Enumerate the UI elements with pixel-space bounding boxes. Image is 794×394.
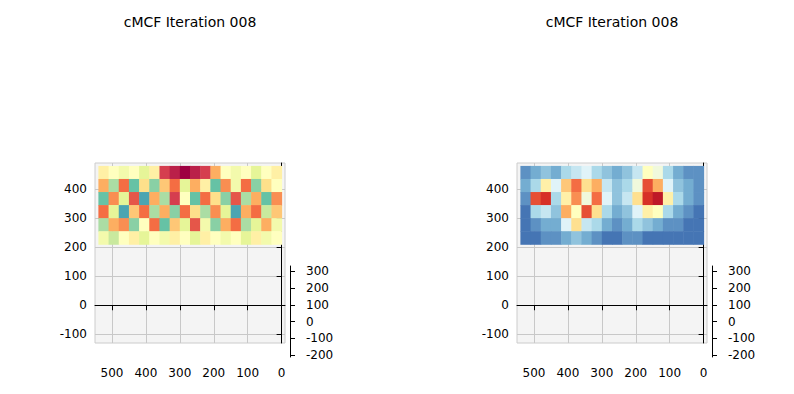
svg-text:100: 100 — [728, 298, 751, 312]
svg-text:-100: -100 — [728, 331, 755, 345]
svg-text:-200: -200 — [728, 348, 755, 362]
svg-text:500: 500 — [523, 366, 546, 380]
svg-text:500: 500 — [101, 366, 124, 380]
svg-text:100: 100 — [658, 366, 681, 380]
svg-text:300: 300 — [486, 211, 509, 225]
svg-text:300: 300 — [306, 264, 329, 278]
svg-text:400: 400 — [134, 366, 157, 380]
svg-text:300: 300 — [168, 366, 191, 380]
svg-text:100: 100 — [236, 366, 259, 380]
svg-text:200: 200 — [202, 366, 225, 380]
svg-text:0: 0 — [700, 366, 708, 380]
svg-text:0: 0 — [501, 298, 509, 312]
svg-text:200: 200 — [64, 240, 87, 254]
svg-text:-100: -100 — [60, 327, 87, 341]
svg-text:400: 400 — [556, 366, 579, 380]
svg-text:200: 200 — [624, 366, 647, 380]
svg-text:100: 100 — [64, 269, 87, 283]
svg-text:-200: -200 — [306, 348, 333, 362]
svg-text:0: 0 — [79, 298, 87, 312]
svg-text:200: 200 — [486, 240, 509, 254]
svg-text:100: 100 — [486, 269, 509, 283]
svg-text:400: 400 — [64, 182, 87, 196]
svg-text:300: 300 — [64, 211, 87, 225]
svg-text:100: 100 — [306, 298, 329, 312]
svg-text:200: 200 — [306, 281, 329, 295]
svg-text:300: 300 — [590, 366, 613, 380]
svg-text:0: 0 — [728, 315, 736, 329]
svg-text:cMCF Iteration 008: cMCF Iteration 008 — [124, 14, 257, 30]
svg-text:300: 300 — [728, 264, 751, 278]
svg-text:0: 0 — [306, 315, 314, 329]
svg-text:-100: -100 — [306, 331, 333, 345]
svg-text:200: 200 — [728, 281, 751, 295]
svg-text:400: 400 — [486, 182, 509, 196]
svg-text:cMCF Iteration 008: cMCF Iteration 008 — [546, 14, 679, 30]
svg-text:0: 0 — [278, 366, 286, 380]
svg-text:-100: -100 — [482, 327, 509, 341]
